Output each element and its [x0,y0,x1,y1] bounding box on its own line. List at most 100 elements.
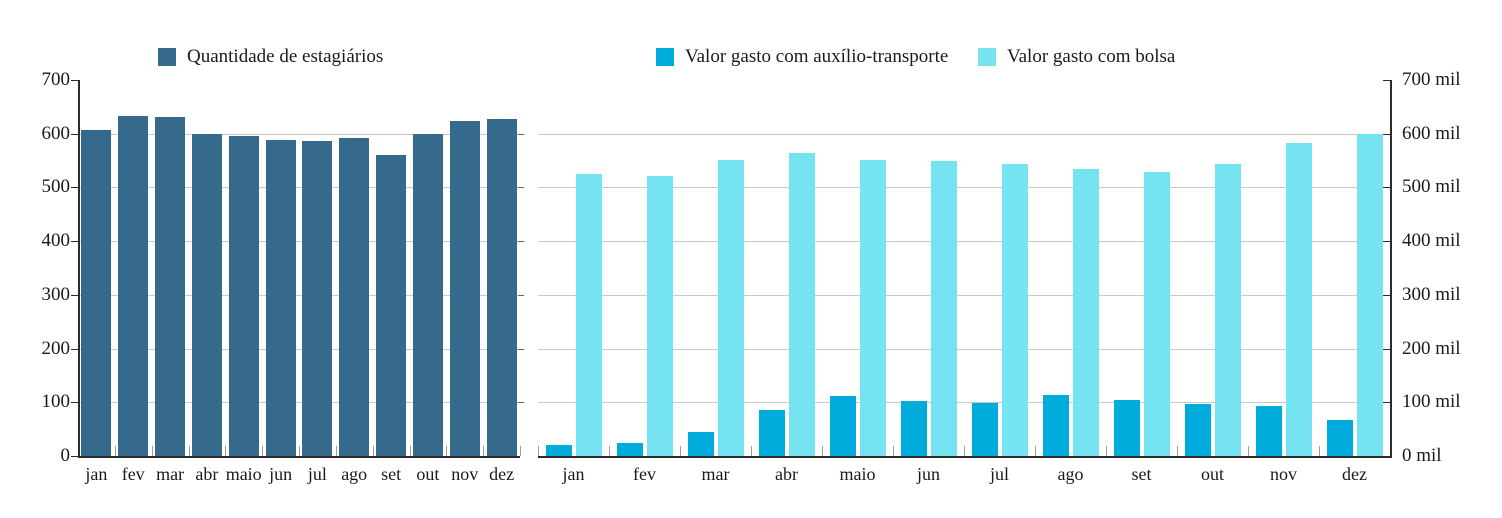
gridline [538,402,1390,404]
legend-item-transporte[interactable]: Valor gasto com auxílio-transporte [656,47,948,67]
x-tick-label: jan [85,464,108,484]
month-boundary-tick [1177,446,1178,456]
month-boundary-tick [188,446,190,456]
bar-jul-series1[interactable] [1001,164,1028,456]
bar-abr-series0[interactable] [758,410,785,456]
month-boundary-tick [1035,446,1036,456]
bar-abr-series0[interactable] [191,133,222,456]
bar-mar-series0[interactable] [687,431,714,456]
bar-jun-series0[interactable] [900,401,927,456]
month-boundary-tick [299,446,300,456]
x-tick-label: dez [489,464,515,484]
bar-set-series1[interactable] [1143,172,1170,456]
bar-mar-series1[interactable] [717,160,744,456]
bar-fev-series1[interactable] [646,176,673,456]
plot-edge-tick [518,294,524,296]
y-tick-label: 500 [41,176,71,198]
y-axis-tick [71,402,78,404]
bar-jan-series0[interactable] [81,130,112,456]
bar-dez-series1[interactable] [1356,133,1383,456]
legend-swatch-transporte [656,48,674,66]
x-tick-label: jun [269,464,293,484]
gridline [538,241,1390,243]
bar-jan-series1[interactable] [575,173,602,456]
month-boundary-tick [751,446,752,456]
bar-jun-series0[interactable] [265,140,296,456]
bar-set-series0[interactable] [1113,399,1140,456]
y-axis-tick [71,80,78,81]
bar-out-series0[interactable] [412,133,443,456]
gridline [78,187,520,189]
y-axis-tick [1383,294,1390,296]
y-axis-tick [71,348,78,350]
bar-fev-series0[interactable] [616,442,643,456]
y-axis-tick [71,133,78,135]
x-tick-label: ago [341,464,368,484]
y-axis-tick [71,241,78,243]
bar-maio-series0[interactable] [228,136,259,456]
bar-out-series1[interactable] [1214,164,1241,456]
month-boundary-tick [822,446,823,456]
gridline [78,348,520,350]
bar-dez-series0[interactable] [1326,419,1353,456]
bar-mar-series0[interactable] [155,117,186,456]
bar-ago-series0[interactable] [339,137,370,456]
bar-out-series0[interactable] [1184,404,1211,456]
y-tick-label: 400 [41,230,71,252]
x-tick-label: set [381,464,402,484]
y-tick-label: 100 mil [1402,391,1461,413]
bar-maio-series1[interactable] [859,159,886,456]
x-tick-label: maio [225,464,262,484]
x-tick-label: mar [156,464,185,484]
x-tick-label: nov [451,464,479,484]
bar-abr-series1[interactable] [788,153,815,456]
gridline [538,187,1390,189]
x-tick-label: jun [916,464,940,484]
month-boundary-tick [262,446,264,456]
legend-label-transporte: Valor gasto com auxílio-transporte [685,46,949,67]
x-tick-label: fev [121,464,145,484]
bar-set-series0[interactable] [376,154,407,456]
month-boundary-tick [372,446,374,456]
month-boundary-tick [151,446,153,456]
gridline [78,294,520,296]
bar-jun-series1[interactable] [930,160,957,456]
x-tick-label: out [416,464,440,484]
y-axis [1390,80,1392,458]
y-axis [78,80,80,458]
bar-fev-series0[interactable] [118,115,149,456]
bar-ago-series0[interactable] [1042,395,1069,456]
bar-nov-series1[interactable] [1285,142,1312,456]
bar-jul-series0[interactable] [971,402,998,456]
y-tick-label: 100 [41,391,71,413]
y-axis-tick [71,294,78,296]
x-tick-label: ago [1057,464,1084,484]
legend-item-bolsa[interactable]: Valor gasto com bolsa [978,47,1175,67]
bar-nov-series0[interactable] [449,120,480,456]
bar-ago-series1[interactable] [1072,168,1099,456]
bar-jul-series0[interactable] [302,141,333,456]
x-tick-label: jul [989,464,1009,484]
y-axis-tick [1383,80,1390,81]
month-boundary-tick [446,446,448,456]
y-tick-label: 700 [41,69,71,90]
y-tick-label: 300 mil [1402,283,1461,305]
legend-swatch-bolsa [978,48,996,66]
x-tick-label: mar [701,464,730,484]
x-tick-label: maio [839,464,876,484]
bar-maio-series0[interactable] [829,395,856,456]
y-axis-tick [1383,241,1390,243]
month-boundary-tick [1106,446,1107,456]
y-tick-label: 600 [41,122,71,144]
gridline [78,241,520,243]
y-tick-label: 300 [41,283,71,305]
bar-nov-series0[interactable] [1255,405,1282,456]
bar-jan-series0[interactable] [545,444,572,456]
y-axis-tick [1383,133,1390,135]
gridline [538,294,1390,296]
x-tick-label: fev [633,464,656,484]
legend-item-estagiarios[interactable]: Quantidade de estagiários [158,47,383,67]
bar-dez-series0[interactable] [486,118,517,456]
plot-edge-tick [518,241,524,243]
y-tick-label: 200 [41,337,71,359]
